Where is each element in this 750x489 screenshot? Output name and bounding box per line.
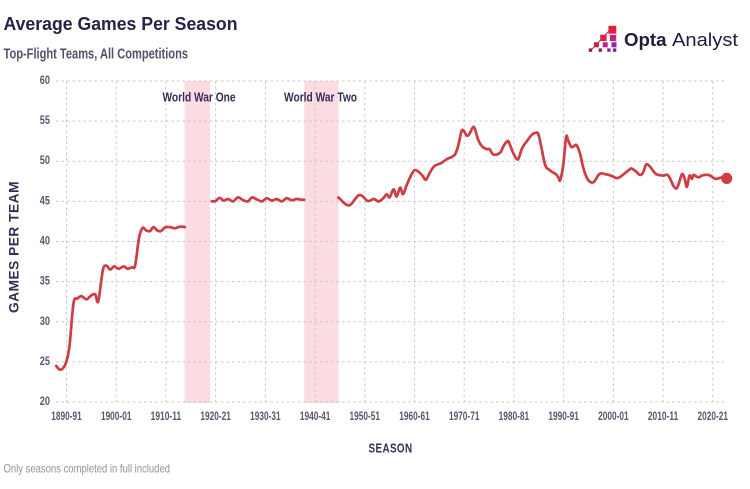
- svg-text:55: 55: [40, 113, 50, 127]
- svg-text:25: 25: [40, 354, 50, 368]
- svg-text:1920-21: 1920-21: [200, 409, 231, 423]
- svg-text:35: 35: [40, 274, 50, 288]
- svg-text:GAMES PER TEAM: GAMES PER TEAM: [6, 181, 21, 313]
- svg-text:1940-41: 1940-41: [300, 409, 331, 423]
- svg-text:World War One: World War One: [163, 90, 236, 105]
- svg-text:Analyst: Analyst: [672, 30, 738, 50]
- svg-text:Opta: Opta: [624, 30, 668, 50]
- svg-text:40: 40: [40, 234, 50, 248]
- svg-text:1900-01: 1900-01: [101, 409, 132, 423]
- svg-text:1950-51: 1950-51: [350, 409, 381, 423]
- svg-text:45: 45: [40, 193, 50, 207]
- svg-text:1990-91: 1990-91: [548, 409, 579, 423]
- svg-text:50: 50: [40, 153, 50, 167]
- svg-text:2000-01: 2000-01: [598, 409, 629, 423]
- svg-text:2020-21: 2020-21: [698, 409, 729, 423]
- svg-text:1910-11: 1910-11: [151, 409, 182, 423]
- svg-text:20: 20: [40, 394, 50, 408]
- svg-text:World War Two: World War Two: [284, 90, 357, 105]
- svg-text:60: 60: [40, 73, 50, 87]
- svg-text:30: 30: [40, 314, 50, 328]
- svg-text:1890-91: 1890-91: [51, 409, 82, 423]
- svg-text:1970-71: 1970-71: [449, 409, 480, 423]
- svg-text:1930-31: 1930-31: [250, 409, 281, 423]
- svg-text:Average Games Per Season: Average Games Per Season: [4, 13, 238, 34]
- svg-text:SEASON: SEASON: [369, 441, 413, 456]
- svg-text:2010-11: 2010-11: [648, 409, 679, 423]
- svg-text:Only seasons completed in full: Only seasons completed in full included: [4, 462, 171, 476]
- svg-text:Top-Flight Teams, All Competit: Top-Flight Teams, All Competitions: [4, 47, 189, 63]
- svg-text:1960-61: 1960-61: [399, 409, 430, 423]
- svg-text:1980-81: 1980-81: [499, 409, 530, 423]
